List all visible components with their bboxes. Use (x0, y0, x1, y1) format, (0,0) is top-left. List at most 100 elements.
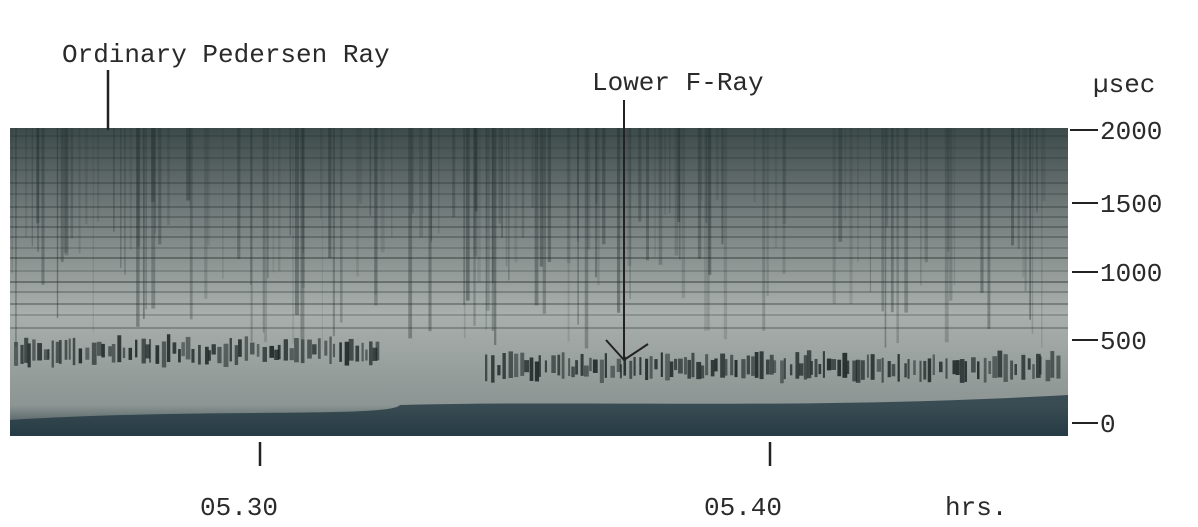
echo-trace (145, 344, 151, 359)
echo-trace (348, 338, 354, 361)
echo-trace (734, 360, 738, 378)
echo-trace (751, 356, 755, 376)
echo-trace (91, 342, 97, 365)
echo-trace (339, 342, 342, 362)
y-axis-unit: µsec (1093, 70, 1155, 100)
echo-trace (783, 358, 786, 380)
echo-trace (72, 337, 76, 366)
echo-trace (491, 355, 495, 383)
echo-trace (927, 358, 932, 383)
echo-trace (720, 353, 726, 378)
echo-trace (307, 339, 312, 359)
echo-trace (117, 335, 122, 363)
echo-trace (497, 365, 501, 376)
echo-trace (814, 358, 818, 378)
echo-trace (691, 352, 695, 378)
echo-trace (211, 344, 216, 355)
echo-trace (806, 350, 812, 379)
echo-trace (524, 360, 530, 373)
echo-trace (1036, 353, 1041, 378)
echo-trace (78, 348, 83, 364)
echo-trace (317, 338, 321, 359)
echo-trace (645, 358, 649, 381)
echo-trace (730, 354, 734, 376)
echo-trace (919, 360, 922, 382)
x-tick-label: 05.30 (200, 493, 278, 523)
echo-trace (14, 341, 19, 366)
echo-trace (866, 354, 869, 378)
echo-trace (538, 355, 541, 377)
echo-trace (583, 365, 589, 377)
echo-trace (1027, 358, 1031, 370)
echo-trace (759, 351, 764, 380)
echo-trace (1021, 354, 1026, 380)
echo-trace (831, 359, 837, 370)
echo-trace (161, 341, 167, 368)
echo-trace (344, 341, 350, 366)
echo-trace (660, 352, 663, 377)
y-tick-label: 1000 (1100, 259, 1162, 289)
annotation: Ordinary Pedersen Ray (62, 40, 390, 70)
echo-trace (85, 347, 90, 360)
echo-trace (262, 346, 267, 362)
echo-trace (108, 346, 112, 357)
echo-trace (557, 354, 561, 376)
echo-trace (365, 349, 368, 361)
y-tick-label: 500 (1100, 327, 1147, 357)
x-axis-unit: hrs. (945, 493, 1007, 523)
echo-trace (485, 354, 488, 382)
echo-trace (185, 336, 191, 360)
echo-trace (149, 339, 152, 363)
echo-trace (274, 349, 279, 361)
echo-trace (300, 339, 305, 364)
echo-trace (122, 347, 126, 359)
echo-trace (876, 359, 882, 372)
echo-trace (155, 345, 160, 364)
echo-trace (1045, 359, 1051, 382)
echo-trace (959, 359, 965, 383)
echo-trace (629, 360, 633, 379)
echo-trace (988, 360, 992, 374)
echo-trace (997, 350, 1003, 378)
echo-trace (746, 355, 750, 375)
echo-trace (361, 342, 364, 362)
echo-trace (1032, 364, 1035, 379)
echo-trace (181, 342, 185, 357)
echo-trace (700, 365, 705, 379)
arrow-head (605, 339, 649, 362)
echo-trace (283, 339, 288, 361)
echo-trace (710, 359, 715, 377)
echo-trace (870, 354, 875, 380)
record-streaks (10, 128, 1068, 436)
echo-trace (551, 355, 556, 374)
echo-trace (852, 360, 857, 382)
echo-trace (234, 345, 239, 366)
echo-trace (907, 359, 910, 379)
echo-trace (789, 364, 793, 376)
echo-trace (855, 359, 861, 383)
echo-trace (208, 350, 211, 361)
echo-trace (798, 363, 804, 376)
echo-trace (514, 353, 519, 378)
echo-trace (332, 343, 336, 358)
echo-trace (47, 349, 50, 360)
echo-trace (68, 338, 71, 360)
echo-trace (904, 363, 907, 378)
echo-trace (938, 361, 943, 373)
echo-trace (580, 353, 584, 376)
echo-trace (923, 360, 927, 380)
echo-trace (229, 338, 232, 362)
echo-trace (687, 359, 691, 379)
echo-trace (803, 355, 808, 380)
y-tick-label: 0 (1100, 410, 1116, 440)
echo-trace (324, 340, 328, 356)
echo-trace (683, 357, 687, 375)
echo-trace (571, 366, 575, 378)
echo-trace (1056, 355, 1061, 379)
echo-trace (37, 343, 43, 361)
echo-trace (64, 339, 68, 360)
echo-trace (780, 360, 784, 384)
echo-trace (881, 357, 884, 383)
echo-trace (955, 360, 960, 376)
